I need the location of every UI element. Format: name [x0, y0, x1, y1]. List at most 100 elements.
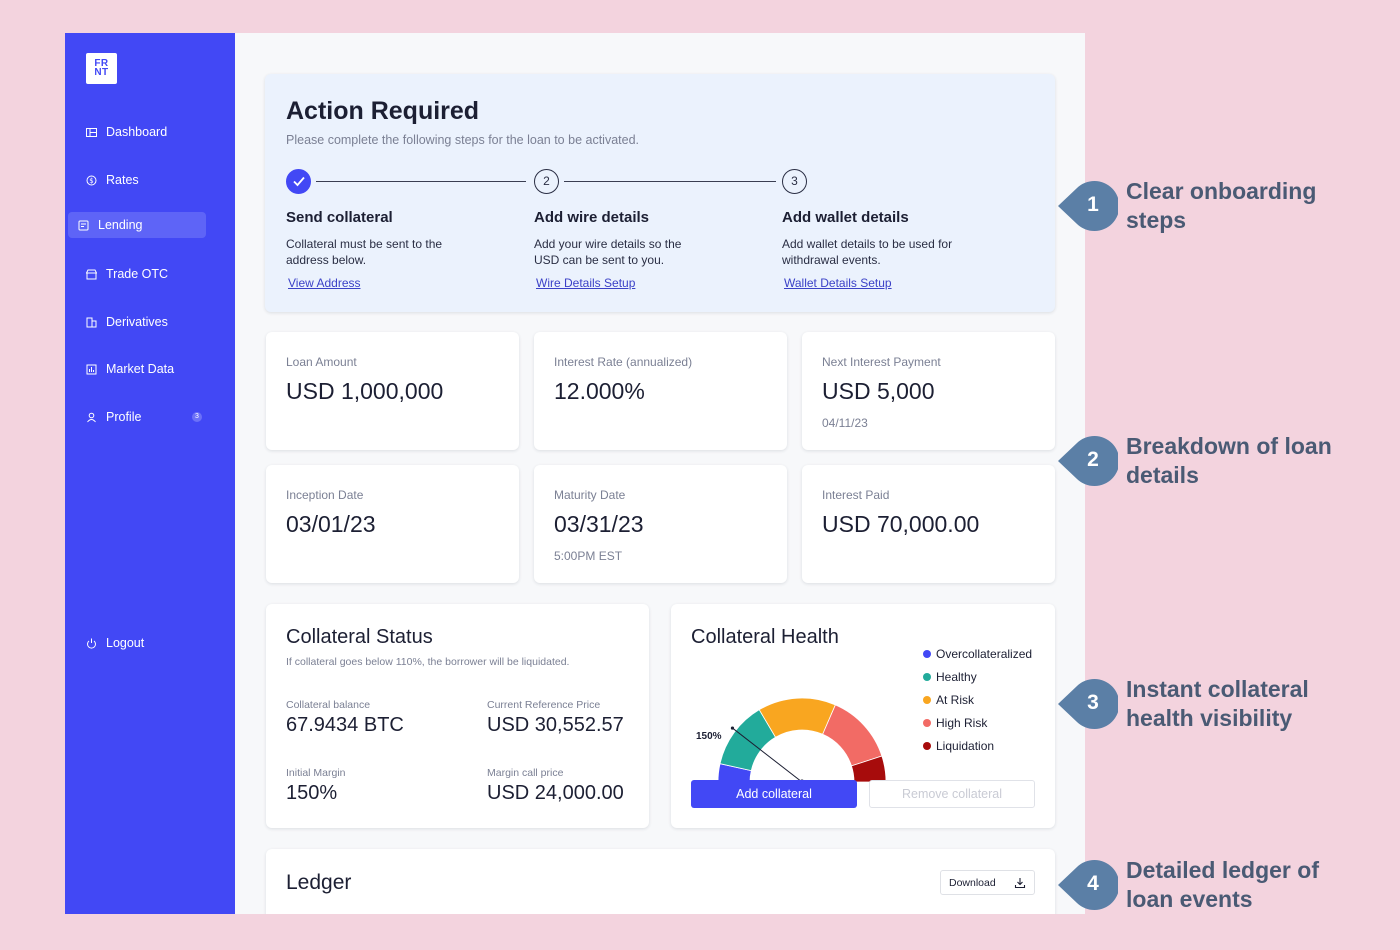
- action-required-card: Action Required Please complete the foll…: [265, 74, 1055, 312]
- annotation-number: 3: [1087, 691, 1099, 714]
- view-address-link[interactable]: View Address: [288, 276, 361, 290]
- sidebar-item-label: Market Data: [106, 362, 175, 376]
- sidebar-item-label: Derivatives: [106, 315, 168, 329]
- step-3-indicator: 3: [782, 169, 807, 194]
- step-description: Collateral must be sent to the address b…: [286, 237, 443, 267]
- gauge-segment-high-risk: [822, 704, 883, 767]
- sidebar: FR NT Dashboard $ Rates Lending Trade OTC…: [65, 33, 235, 914]
- stat-value: USD 5,000: [822, 378, 935, 404]
- sidebar-item-derivatives[interactable]: Derivatives: [68, 309, 206, 335]
- legend-label: Liquidation: [936, 738, 995, 753]
- annotation-number: 4: [1087, 872, 1099, 895]
- bar-chart-icon: [86, 364, 97, 375]
- download-icon: [1014, 878, 1026, 889]
- legend-item: Overcollateralized: [923, 642, 1032, 665]
- ledger-title: Ledger: [286, 871, 352, 894]
- sidebar-item-dashboard[interactable]: Dashboard: [68, 119, 206, 145]
- download-button[interactable]: Download: [940, 870, 1035, 895]
- stat-note: 5:00PM EST: [554, 549, 623, 563]
- stat-label: Maturity Date: [554, 488, 626, 502]
- step-description: Add wallet details to be used for withdr…: [782, 237, 953, 267]
- kv-label: Initial Margin: [286, 767, 346, 779]
- step-connector: [316, 181, 526, 182]
- refresh-dollar-icon: $: [86, 175, 97, 186]
- annotation-text: Instant collateral health visibility: [1126, 676, 1309, 731]
- sidebar-item-rates[interactable]: $ Rates: [68, 167, 206, 193]
- step-connector: [564, 181, 776, 182]
- collateral-health-title: Collateral Health: [691, 626, 839, 648]
- annotation-2: 2 Breakdown of loan details: [1058, 432, 1346, 490]
- ledger-card: Ledger Download: [266, 849, 1055, 914]
- legend-dot: [923, 718, 931, 727]
- storefront-icon: [86, 269, 97, 280]
- kv-label: Current Reference Price: [487, 699, 601, 711]
- wire-details-setup-link[interactable]: Wire Details Setup: [536, 276, 636, 290]
- stat-label: Interest Rate (annualized): [554, 355, 693, 369]
- remove-collateral-button[interactable]: Remove collateral: [869, 780, 1035, 808]
- step-send-collateral: Send collateral Collateral must be sent …: [286, 209, 486, 292]
- step-description: Add your wire details so the USD can be …: [534, 237, 682, 267]
- annotation-marker: 3: [1058, 678, 1118, 730]
- collateral-health-card: Collateral Health 150% Overcollateralize…: [671, 604, 1055, 828]
- step-1-complete: [286, 169, 311, 194]
- stat-next-interest-payment: Next Interest Payment USD 5,000 04/11/23: [802, 332, 1055, 450]
- sidebar-item-label: Rates: [106, 173, 139, 187]
- action-subtitle: Please complete the following steps for …: [286, 133, 639, 147]
- annotation-3: 3 Instant collateral health visibility: [1058, 675, 1346, 733]
- kv-value: 150%: [286, 782, 338, 804]
- stat-note: 04/11/23: [822, 416, 868, 430]
- annotation-text: Breakdown of loan details: [1126, 433, 1332, 488]
- sidebar-item-market-data[interactable]: Market Data: [68, 356, 206, 382]
- stat-inception-date: Inception Date 03/01/23: [266, 465, 519, 583]
- annotation-marker: 2: [1058, 435, 1118, 487]
- annotation-text: Clear onboarding steps: [1126, 178, 1317, 233]
- wallet-details-setup-link[interactable]: Wallet Details Setup: [784, 276, 892, 290]
- legend-item: Liquidation: [923, 734, 1032, 757]
- svg-text:$: $: [89, 177, 93, 185]
- stat-label: Inception Date: [286, 488, 364, 502]
- main-content: Action Required Please complete the foll…: [235, 33, 1085, 914]
- stat-value: 03/01/23: [286, 511, 376, 537]
- app-logo[interactable]: FR NT: [86, 53, 117, 84]
- sidebar-item-trade-otc[interactable]: Trade OTC: [68, 261, 206, 287]
- annotation-4: 4 Detailed ledger of loan events: [1058, 856, 1346, 914]
- notification-badge: 3: [192, 412, 202, 422]
- checkmark-icon: [292, 176, 305, 187]
- sidebar-item-label: Dashboard: [106, 125, 168, 139]
- annotation-number: 2: [1087, 448, 1099, 471]
- legend-dot: [923, 649, 931, 658]
- collateral-status-subtitle: If collateral goes below 110%, the borro…: [286, 656, 570, 668]
- legend-dot: [923, 695, 931, 704]
- kv-value: USD 30,552.57: [487, 714, 624, 736]
- annotation-number: 1: [1087, 193, 1099, 216]
- legend-label: High Risk: [936, 715, 988, 730]
- kv-value: 67.9434 BTC: [286, 714, 404, 736]
- legend-dot: [923, 672, 931, 681]
- logout-button[interactable]: Logout: [68, 630, 206, 656]
- step-title: Add wallet details: [782, 209, 909, 226]
- stat-value: USD 70,000.00: [822, 511, 980, 537]
- logout-label: Logout: [106, 636, 145, 650]
- collateral-status-title: Collateral Status: [286, 626, 433, 648]
- annotation-1: 1 Clear onboarding steps: [1058, 177, 1346, 235]
- step-title: Add wire details: [534, 209, 650, 226]
- legend-item: At Risk: [923, 688, 1032, 711]
- add-collateral-button[interactable]: Add collateral: [691, 780, 857, 808]
- initial-margin: Initial Margin 150%: [286, 767, 346, 805]
- download-label: Download: [949, 876, 996, 889]
- step-add-wire-details: Add wire details Add your wire details s…: [534, 209, 734, 292]
- annotation-marker: 1: [1058, 180, 1118, 232]
- legend-item: High Risk: [923, 711, 1032, 734]
- step-2-indicator: 2: [534, 169, 559, 194]
- kv-value: USD 24,000.00: [487, 782, 624, 804]
- collateral-status-card: Collateral Status If collateral goes bel…: [266, 604, 649, 828]
- stat-value: 12.000%: [554, 378, 645, 404]
- legend-label: Healthy: [936, 669, 977, 684]
- legend-item: Healthy: [923, 665, 1032, 688]
- sidebar-item-profile[interactable]: Profile 3: [68, 404, 206, 430]
- sidebar-item-lending[interactable]: Lending: [68, 212, 206, 238]
- gauge-needle-tip: [730, 726, 735, 730]
- stat-label: Next Interest Payment: [822, 355, 941, 369]
- margin-call-price: Margin call price USD 24,000.00: [487, 767, 624, 805]
- kv-label: Collateral balance: [286, 699, 371, 711]
